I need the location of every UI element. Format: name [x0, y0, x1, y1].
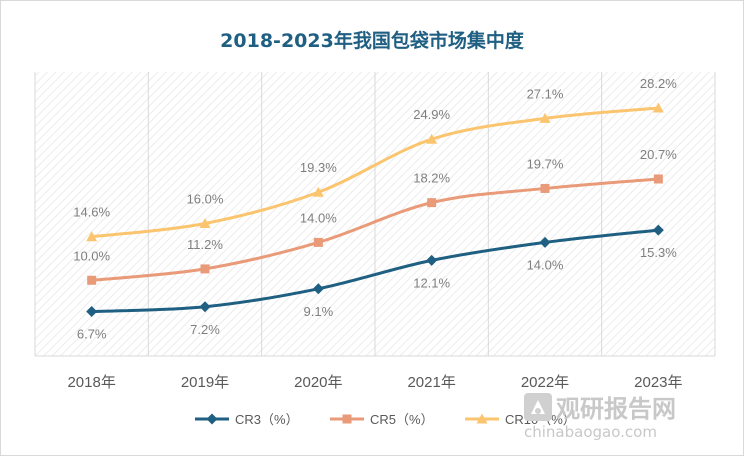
chart-title: 2018-2023年我国包袋市场集中度: [220, 29, 525, 52]
data-labels: 6.7% 7.2% 9.1% 12.1% 14.0% 15.3% 10.0% 11.2% 14.…: [73, 76, 677, 342]
data-point-marker: [312, 186, 324, 197]
legend-label: CR3（%）: [235, 412, 299, 427]
data-point-marker: [199, 217, 211, 228]
data-label: 10.0%: [73, 248, 110, 263]
x-tick-label: 2020年: [294, 374, 342, 391]
x-tick-label: 2021年: [407, 374, 455, 391]
watermark-logo-icon: [524, 393, 552, 421]
data-label: 18.2%: [413, 171, 450, 186]
series-line-1: [90, 228, 660, 314]
data-point-marker: [539, 236, 551, 248]
x-tick-label: 2018年: [67, 374, 115, 391]
data-label: 27.1%: [527, 86, 564, 101]
data-point-marker: [426, 254, 438, 266]
data-point-marker: [86, 306, 98, 318]
legend-marker: [206, 413, 218, 425]
data-point-marker: [427, 198, 437, 208]
watermark-url: chinabaogao.com: [524, 423, 657, 441]
data-label: 7.2%: [190, 322, 220, 337]
data-label: 14.6%: [73, 205, 110, 220]
data-label: 12.1%: [413, 275, 450, 290]
data-label: 11.2%: [187, 237, 223, 252]
x-tick-label: 2022年: [521, 374, 569, 391]
data-label: 19.3%: [300, 160, 337, 175]
series-line-3: [90, 106, 660, 239]
data-label: 19.7%: [527, 156, 564, 171]
data-point-marker: [539, 112, 551, 123]
gridlines: [34, 72, 716, 357]
data-label: 20.7%: [640, 147, 677, 162]
data-point-marker: [653, 174, 663, 184]
data-label: 16.0%: [187, 191, 224, 206]
watermark: 观研报告网 chinabaogao.com: [524, 393, 676, 441]
data-label: 15.3%: [640, 245, 677, 260]
data-label: 14.0%: [300, 210, 337, 225]
series-group: [86, 102, 664, 318]
series-line-2: [90, 177, 660, 282]
data-label: 28.2%: [640, 76, 677, 91]
data-label: 24.9%: [413, 107, 450, 122]
x-axis-ticks: 2018年 2019年 2020年 2021年 2022年 2023年: [67, 374, 682, 391]
data-point-marker: [312, 283, 324, 295]
data-point-marker: [426, 133, 438, 144]
legend-marker: [476, 413, 488, 424]
watermark-name: 观研报告网: [556, 395, 676, 423]
legend-marker: [342, 414, 352, 424]
data-point-marker: [313, 237, 323, 247]
x-tick-label: 2023年: [634, 374, 682, 391]
legend: CR3（%）CR5（%）CR10（%）: [195, 412, 576, 427]
x-tick-label: 2019年: [181, 374, 229, 391]
data-point-marker: [200, 264, 210, 274]
data-point-marker: [652, 102, 664, 113]
data-point-marker: [86, 231, 98, 242]
data-point-marker: [540, 183, 550, 193]
data-label: 14.0%: [527, 257, 564, 272]
data-point-marker: [87, 275, 97, 285]
data-label: 9.1%: [304, 304, 334, 319]
data-label: 6.7%: [77, 327, 107, 342]
data-point-marker: [652, 224, 664, 236]
data-point-marker: [199, 301, 211, 313]
legend-label: CR5（%）: [370, 412, 434, 427]
